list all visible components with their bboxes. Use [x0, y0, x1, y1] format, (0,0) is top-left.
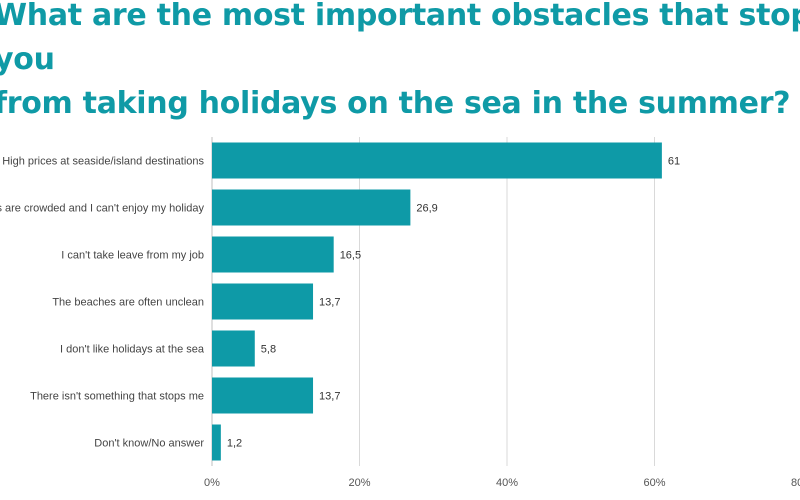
bar: [212, 236, 334, 273]
value-label: 13,7: [319, 297, 340, 309]
bar: [212, 283, 314, 320]
bar: [212, 330, 255, 367]
category-label: Don't know/No answer: [94, 438, 204, 450]
value-label: 16,5: [340, 250, 361, 262]
category-label: Destinations are crowded and I can't enj…: [0, 203, 204, 215]
category-label: There isn't something that stops me: [30, 391, 204, 403]
bar: [212, 424, 221, 461]
chart-title: What are the most important obstacles th…: [0, 0, 800, 121]
x-tick-label: 0%: [204, 477, 220, 489]
value-label: 13,7: [319, 391, 340, 403]
x-tick-label: 40%: [496, 477, 518, 489]
bar: [212, 377, 314, 414]
x-tick-label: 60%: [643, 477, 665, 489]
value-label: 5,8: [261, 344, 276, 356]
value-label: 61: [668, 156, 680, 168]
category-label: High prices at seaside/island destinatio…: [2, 156, 204, 168]
value-label: 26,9: [416, 203, 437, 215]
x-tick-label: 80%: [791, 477, 800, 489]
category-label: I can't take leave from my job: [61, 250, 204, 262]
category-label: The beaches are often unclean: [52, 297, 204, 309]
value-label: 1,2: [227, 438, 242, 450]
bar: [212, 142, 662, 179]
x-tick-label: 20%: [348, 477, 370, 489]
category-label: I don't like holidays at the sea: [60, 344, 205, 356]
bar: [212, 189, 411, 226]
